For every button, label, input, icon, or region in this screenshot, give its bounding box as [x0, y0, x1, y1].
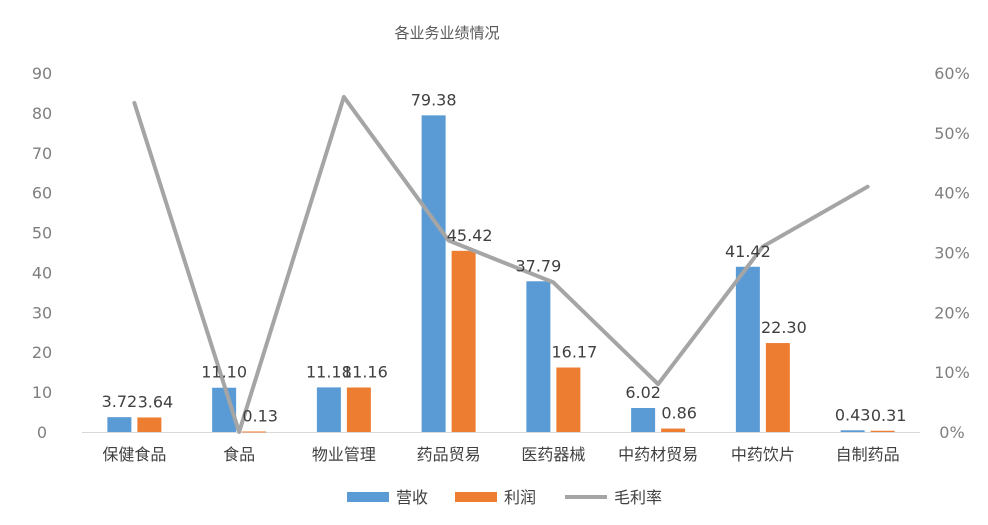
- category-label: 物业管理: [312, 445, 376, 464]
- legend-swatch-revenue: [347, 492, 389, 502]
- data-label-profit: 45.42: [447, 226, 493, 245]
- data-label-revenue: 11.18: [306, 362, 352, 381]
- bar-profit: [346, 387, 371, 432]
- data-label-revenue: 3.72: [102, 392, 138, 411]
- bar-profit: [765, 343, 790, 432]
- line-series-group: [132, 94, 870, 434]
- data-label-revenue: 37.79: [515, 256, 561, 275]
- bar-revenue: [735, 266, 760, 432]
- bar-series-group: [82, 115, 920, 433]
- category-label: 医药器械: [521, 445, 585, 464]
- bar-profit: [556, 367, 581, 432]
- data-label-profit: 0.31: [871, 406, 907, 425]
- right-axis-tick-label: 20%: [934, 303, 970, 322]
- left-axis-tick-label: 0: [37, 423, 47, 442]
- bar-revenue: [631, 407, 656, 432]
- bar-profit: [451, 250, 476, 432]
- legend: 营收 利润 毛利率: [347, 488, 662, 507]
- left-axis-tick-label: 70: [32, 144, 52, 163]
- left-axis-tick-label: 50: [32, 224, 52, 243]
- chart-title: 各业务业绩情况: [394, 24, 499, 42]
- data-label-profit: 0.13: [242, 406, 278, 425]
- left-axis-tick-label: 20: [32, 343, 52, 362]
- bar-revenue: [526, 281, 551, 432]
- legend-label-profit: 利润: [504, 488, 536, 507]
- left-axis-tick-label: 40: [32, 263, 52, 282]
- right-axis-tick-label: 50%: [934, 124, 970, 143]
- category-label: 中药材贸易: [618, 445, 698, 464]
- category-label: 自制药品: [836, 445, 900, 464]
- bar-profit: [242, 431, 267, 433]
- bar-revenue: [840, 430, 865, 432]
- data-label-profit: 0.86: [661, 404, 697, 423]
- left-axis-tick-label: 60: [32, 184, 52, 203]
- legend-label-revenue: 营收: [396, 488, 428, 507]
- right-axis-tick-label: 0%: [939, 423, 964, 442]
- right-axis-tick-label: 40%: [934, 184, 970, 203]
- data-label-revenue: 79.38: [411, 90, 457, 109]
- data-label-profit: 22.30: [761, 318, 807, 337]
- category-label: 中药饮片: [731, 445, 795, 464]
- legend-swatch-profit: [455, 492, 497, 502]
- bar-profit: [137, 417, 162, 432]
- bar-revenue: [107, 417, 132, 432]
- left-axis-tick-label: 30: [32, 303, 52, 322]
- legend-label-gross-margin: 毛利率: [614, 488, 662, 507]
- category-label: 食品: [223, 445, 255, 464]
- right-axis: 0% 10% 20% 30% 40% 50% 60%: [934, 64, 970, 442]
- data-label-revenue: 11.10: [201, 363, 247, 382]
- data-label-profit: 16.17: [551, 342, 597, 361]
- left-axis-tick-label: 90: [32, 64, 52, 83]
- category-label: 药品贸易: [417, 445, 481, 464]
- bar-profit: [870, 430, 895, 432]
- data-label-revenue: 6.02: [625, 383, 661, 402]
- left-axis-tick-label: 80: [32, 104, 52, 123]
- bar-revenue: [421, 115, 446, 432]
- bar-profit: [661, 428, 686, 432]
- data-label-revenue: 41.42: [725, 242, 771, 261]
- data-label-profit: 11.16: [342, 362, 388, 381]
- left-axis: 0 10 20 30 40 50 60 70 80 90: [32, 64, 52, 442]
- line-gross-margin: [132, 94, 870, 434]
- bar-revenue: [316, 387, 341, 432]
- category-label: 保健食品: [102, 445, 166, 464]
- right-axis-tick-label: 30%: [934, 244, 970, 263]
- category-labels-group: 保健食品 食品 物业管理 药品贸易 医药器械 中药材贸易 中药饮片 自制药品: [102, 445, 899, 464]
- data-label-profit: 3.64: [138, 392, 174, 411]
- data-label-revenue: 0.43: [835, 405, 871, 424]
- left-axis-tick-label: 10: [32, 383, 52, 402]
- right-axis-tick-label: 10%: [934, 363, 970, 382]
- right-axis-tick-label: 60%: [934, 64, 970, 83]
